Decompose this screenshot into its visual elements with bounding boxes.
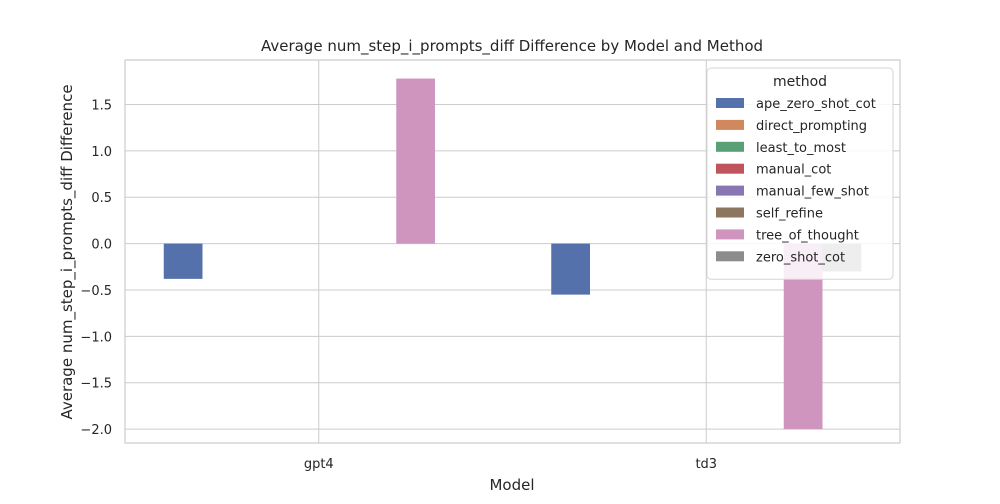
legend: method ape_zero_shot_cot direct_promptingl… — [706, 67, 894, 280]
y-tick-label: 0.0 — [91, 238, 112, 253]
legend-label-zero_shot_cot: zero_shot_cot — [756, 250, 845, 265]
legend-swatch-manual_few_shot — [716, 185, 744, 196]
chart-title: Average num_step_i_prompts_diff Differen… — [261, 37, 763, 56]
legend-label-manual_cot: manual_cot — [756, 163, 831, 178]
x-axis-title: Model — [489, 476, 534, 494]
y-tick-label: −0.5 — [80, 284, 112, 299]
legend-box — [706, 67, 894, 280]
legend-label-self_refine: self_refine — [756, 207, 823, 222]
legend-swatch-ape_zero_shot_cot — [716, 98, 744, 108]
y-tick-label: 0.5 — [91, 191, 112, 206]
plot-frame — [124, 59, 901, 444]
legend-label-ape_zero_shot_cot: ape_zero_shot_cot — [756, 97, 876, 112]
legend-swatch-zero_shot_cot — [716, 251, 744, 262]
y-tick-label: −1.5 — [80, 377, 112, 392]
y-tick-label: 1.5 — [91, 99, 112, 114]
bar-ape_zero_shot_cot-gpt4 — [163, 243, 203, 279]
legend-label-least_to_most: least_to_most — [756, 141, 846, 156]
legend-label-tree_of_thought: tree_of_thought — [756, 228, 859, 243]
legend-swatch-tree_of_thought — [716, 229, 744, 240]
legend-swatch-direct_prompting — [716, 119, 744, 130]
y-tick-label: 1.0 — [91, 145, 112, 160]
x-tick-label: td3 — [695, 457, 717, 472]
bar-ape_zero_shot_cot-td3 — [551, 243, 590, 295]
legend-swatch-manual_cot — [716, 163, 744, 174]
legend-label-manual_few_shot: manual_few_shot — [756, 185, 869, 200]
y-tick-label: −1.0 — [80, 330, 112, 345]
legend-title: method — [773, 74, 827, 90]
legend-swatch-self_refine — [716, 207, 744, 218]
bar-tree_of_thought-gpt4 — [396, 78, 435, 244]
legend-label-direct_prompting: direct_prompting — [756, 119, 867, 134]
legend-swatch-least_to_most — [716, 141, 744, 152]
y-axis-title: Average num_step_i_prompts_diff Differen… — [58, 84, 77, 419]
x-tick-label: gpt4 — [304, 457, 334, 472]
y-tick-label: −2.0 — [80, 423, 112, 438]
